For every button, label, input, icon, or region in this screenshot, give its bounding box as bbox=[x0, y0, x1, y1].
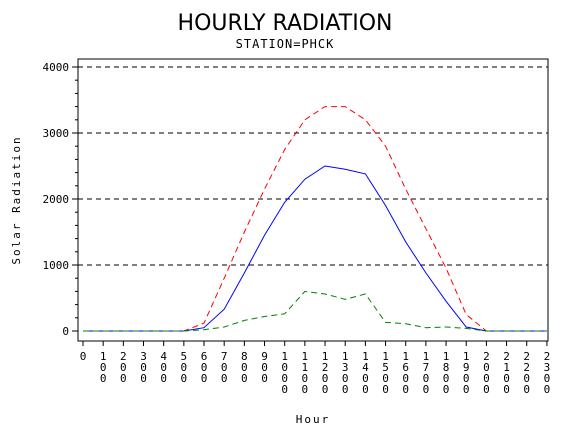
chart-title: HOURLY RADIATION bbox=[178, 11, 393, 36]
y-tick-label: 4000 bbox=[43, 61, 70, 74]
y-axis: 0 1000 2000 3000 4000 bbox=[43, 61, 78, 338]
plot-frame bbox=[77, 58, 549, 342]
y-tick-label: 3000 bbox=[43, 127, 70, 140]
series-lines bbox=[83, 106, 547, 332]
grid-lines bbox=[78, 66, 548, 266]
x-tick-label: 0 bbox=[80, 350, 87, 363]
series-line bbox=[83, 290, 547, 332]
x-axis-label: Hour bbox=[296, 413, 331, 426]
y-tick-label: 1000 bbox=[43, 259, 70, 272]
y-tick-label: 2000 bbox=[43, 193, 70, 206]
y-tick-label: 0 bbox=[62, 325, 69, 338]
x-axis: 0 1 0 0 2 0 0 3 0 0 4 0 0 5 0 0 6 0 0 7 0 0 8 0 0 9 0 0 1 0 0 0 1 1 0 0 1 2 0 0… bbox=[80, 341, 551, 396]
y-axis-label: Solar Radiation bbox=[10, 135, 23, 264]
chart-subtitle: STATION=PHCK bbox=[236, 37, 335, 51]
series-line bbox=[83, 165, 547, 332]
series-line bbox=[83, 106, 547, 332]
